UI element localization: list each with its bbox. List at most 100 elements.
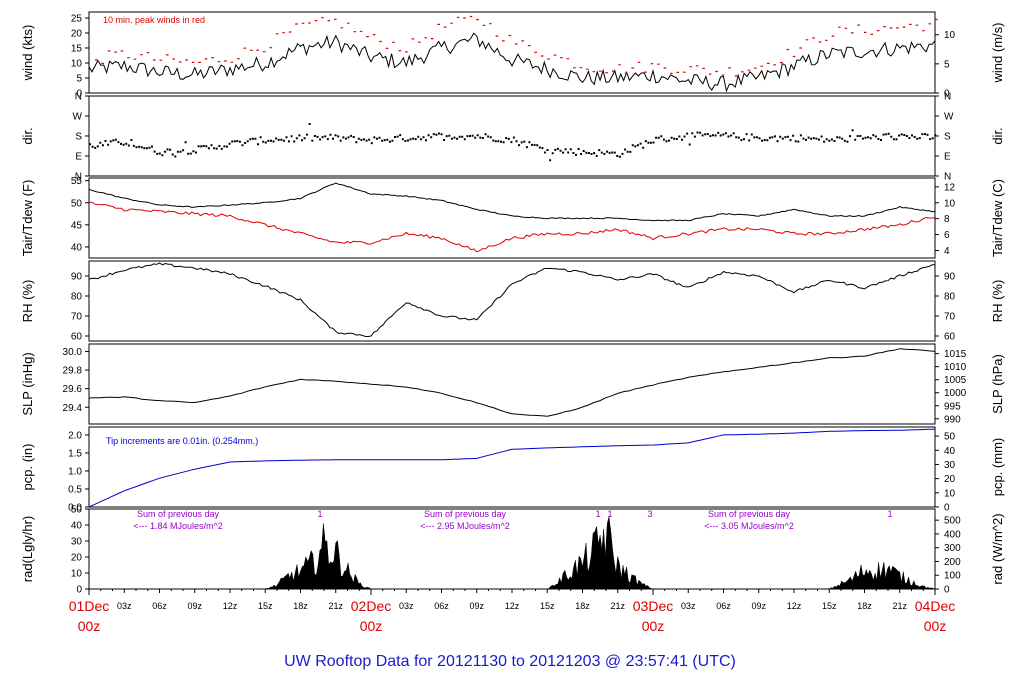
x-tick-label: 09z xyxy=(751,601,766,611)
left-tick-label-temp: 45 xyxy=(71,220,83,231)
rad-marker: 1 xyxy=(607,509,612,519)
panel-frame-pcp xyxy=(88,426,936,508)
x-tick-label: 12z xyxy=(505,601,520,611)
x-day-time-label: 00z xyxy=(78,618,101,634)
right-tick-label-temp: 10 xyxy=(944,198,956,209)
right-tick-label-dir: N xyxy=(944,92,951,103)
right-tick-label-slp: 990 xyxy=(944,414,961,425)
right-tick-label-dir: S xyxy=(944,132,951,143)
rad-marker: 1 xyxy=(317,509,322,519)
chart-title: UW Rooftop Data for 20121130 to 20121203… xyxy=(284,653,736,670)
panel-frame-slp xyxy=(88,343,936,425)
x-tick-label: 03z xyxy=(399,601,414,611)
series-dir-0 xyxy=(89,123,937,162)
ylabel-left-rh: RH (%) xyxy=(20,280,35,323)
panel-temp: 40 45 50 55 4 6 8 10 12 Tair/Tdew (F) Tair/Tdew (C… xyxy=(20,176,1005,259)
left-tick-label-slp: 29.6 xyxy=(63,384,83,395)
x-tick-label: 18z xyxy=(857,601,872,611)
ylabel-right-dir: dir. xyxy=(990,127,1005,144)
left-tick-label-wind: 25 xyxy=(71,14,83,25)
left-tick-label-pcp: 1.5 xyxy=(68,448,82,459)
right-tick-label-rad: 400 xyxy=(944,529,961,540)
ylabel-right-temp: Tair/Tdew (C) xyxy=(990,179,1005,257)
ylabel-right-slp: SLP (hPa) xyxy=(990,354,1005,414)
rad-marker: 1 xyxy=(595,509,600,519)
left-tick-label-wind: 10 xyxy=(71,59,83,70)
left-tick-label-pcp: 1.0 xyxy=(68,466,82,477)
day-sum-value: <--- 1.84 MJoules/m^2 xyxy=(133,521,223,531)
series-rh-0 xyxy=(88,262,936,338)
right-tick-label-temp: 8 xyxy=(944,214,950,225)
series-pcp-0 xyxy=(88,428,936,508)
ylabel-left-wind: wind (kts) xyxy=(20,25,35,82)
right-tick-label-rh: 60 xyxy=(944,332,956,343)
right-tick-label-rad: 200 xyxy=(944,557,961,568)
left-tick-label-dir: N xyxy=(75,92,82,103)
panel-frame-wind xyxy=(88,11,936,94)
panel-wind: 0 5 10 15 20 25 0 5 10 wind (kts) wind (m/s) 10 min… xyxy=(20,11,1005,100)
rad-marker: 3 xyxy=(647,509,652,519)
left-tick-label-rad: 0 xyxy=(76,585,82,596)
left-tick-label-slp: 29.4 xyxy=(63,403,83,414)
x-tick-label: 06z xyxy=(434,601,449,611)
right-tick-label-pcp: 50 xyxy=(944,432,956,443)
panel-frame-rh xyxy=(88,260,936,342)
left-tick-label-rad: 50 xyxy=(71,505,83,516)
x-tick-label: 15z xyxy=(540,601,555,611)
rad-marker: 1 xyxy=(887,509,892,519)
series-temp-0 xyxy=(88,182,936,222)
panel-pcp: 0.0 0.5 1.0 1.5 2.0 0 10 20 30 40 50 pcp. (in) pcp. … xyxy=(20,426,1005,514)
right-tick-label-rad: 0 xyxy=(944,585,950,596)
left-tick-label-temp: 40 xyxy=(71,242,83,253)
right-tick-label-dir: E xyxy=(944,152,951,163)
panel-rh: 60 70 80 90 60 70 80 90 RH (%) RH (%) xyxy=(20,260,1005,343)
right-tick-label-rad: 300 xyxy=(944,543,961,554)
left-tick-label-wind: 20 xyxy=(71,29,83,40)
day-sum-value: <--- 2.95 MJoules/m^2 xyxy=(420,521,510,531)
right-tick-label-slp: 1010 xyxy=(944,362,967,373)
left-tick-label-rh: 80 xyxy=(71,292,83,303)
right-tick-label-dir: N xyxy=(944,172,951,183)
time-axis: 03z 06z 09z 12z 15z 18z 21z 03z 06z 09z 12z 15z 18z 2… xyxy=(69,589,955,634)
right-tick-label-slp: 1015 xyxy=(944,349,967,360)
day-sum-value: <--- 3.05 MJoules/m^2 xyxy=(704,521,794,531)
left-tick-label-temp: 55 xyxy=(71,176,83,187)
x-tick-label: 15z xyxy=(258,601,273,611)
left-tick-label-rad: 20 xyxy=(71,553,83,564)
left-tick-label-rh: 90 xyxy=(71,272,83,283)
ylabel-left-temp: Tair/Tdew (F) xyxy=(20,180,35,257)
left-tick-label-rh: 70 xyxy=(71,312,83,323)
x-tick-label: 09z xyxy=(469,601,484,611)
panel-slp: 29.4 29.6 29.8 30.0 990 995 1000 1005 1010 1015 SL… xyxy=(20,343,1005,425)
left-tick-label-dir: S xyxy=(75,132,82,143)
x-tick-label: 21z xyxy=(610,601,625,611)
right-tick-label-pcp: 40 xyxy=(944,446,956,457)
ylabel-right-pcp: pcp. (mm) xyxy=(990,438,1005,497)
right-tick-label-pcp: 0 xyxy=(944,503,950,514)
panel-frame-dir xyxy=(88,95,936,177)
series-slp-0 xyxy=(88,348,936,417)
left-tick-label-slp: 29.8 xyxy=(63,366,83,377)
x-day-label: 02Dec xyxy=(351,598,391,614)
right-tick-label-rad: 500 xyxy=(944,516,961,527)
right-tick-label-slp: 1005 xyxy=(944,375,967,386)
x-tick-label: 21z xyxy=(892,601,907,611)
right-tick-label-slp: 1000 xyxy=(944,388,967,399)
left-tick-label-slp: 30.0 xyxy=(63,347,83,358)
x-day-label: 01Dec xyxy=(69,598,109,614)
x-tick-label: 18z xyxy=(575,601,590,611)
right-tick-label-pcp: 20 xyxy=(944,474,956,485)
left-tick-label-dir: E xyxy=(75,152,82,163)
right-tick-label-pcp: 30 xyxy=(944,460,956,471)
x-tick-label: 03z xyxy=(681,601,696,611)
right-tick-label-pcp: 10 xyxy=(944,488,956,499)
ylabel-left-slp: SLP (inHg) xyxy=(20,352,35,415)
x-tick-label: 06z xyxy=(716,601,731,611)
left-tick-label-pcp: 0.0 xyxy=(68,503,82,514)
panel-frame-temp xyxy=(88,177,936,259)
left-tick-label-dir: N xyxy=(75,172,82,183)
left-tick-label-wind: 5 xyxy=(76,74,82,85)
x-tick-label: 18z xyxy=(293,601,308,611)
